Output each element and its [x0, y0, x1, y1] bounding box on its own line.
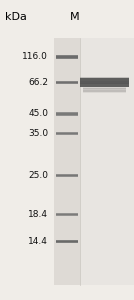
Bar: [56, 214, 78, 215]
Bar: [80, 38, 134, 285]
Bar: [83, 88, 126, 92]
Bar: [56, 80, 78, 84]
Text: 45.0: 45.0: [28, 110, 48, 118]
Text: M: M: [70, 11, 79, 22]
Bar: [56, 241, 78, 242]
Bar: [56, 133, 78, 134]
Bar: [56, 112, 78, 116]
Bar: [56, 212, 78, 217]
Text: 116.0: 116.0: [22, 52, 48, 62]
Bar: [80, 77, 129, 84]
Text: 18.4: 18.4: [28, 210, 48, 219]
Text: 35.0: 35.0: [28, 129, 48, 138]
Bar: [54, 38, 80, 285]
Bar: [56, 55, 78, 59]
Text: kDa: kDa: [5, 11, 27, 22]
Bar: [56, 131, 78, 135]
Bar: [80, 78, 129, 87]
Bar: [56, 113, 78, 115]
Bar: [56, 239, 78, 244]
Bar: [80, 83, 129, 87]
Bar: [56, 56, 78, 58]
Text: 25.0: 25.0: [28, 171, 48, 180]
Text: 14.4: 14.4: [28, 237, 48, 246]
Bar: [83, 90, 126, 93]
Bar: [56, 175, 78, 176]
Bar: [56, 82, 78, 83]
Bar: [56, 173, 78, 177]
Bar: [83, 85, 126, 89]
Text: 66.2: 66.2: [28, 78, 48, 87]
Bar: [80, 80, 129, 87]
Bar: [80, 77, 129, 81]
